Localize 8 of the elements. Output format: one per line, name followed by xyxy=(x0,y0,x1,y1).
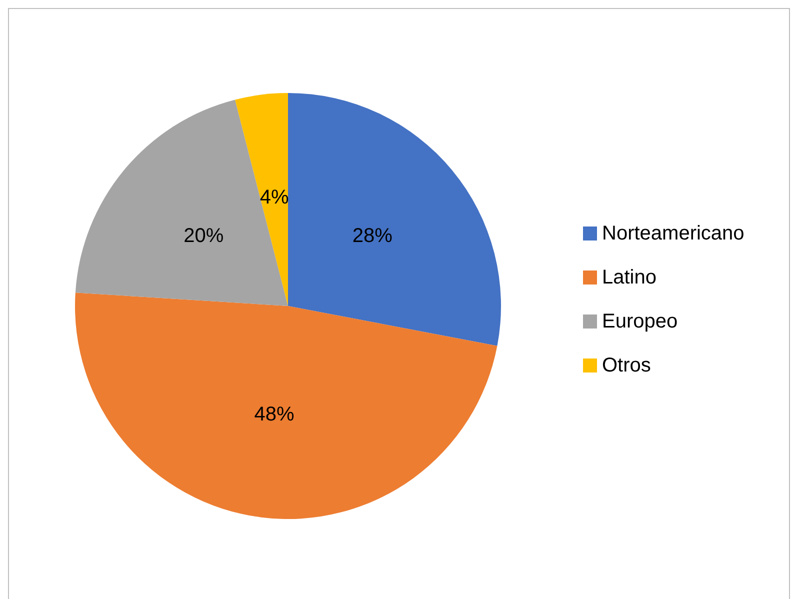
legend-label: Otros xyxy=(602,354,651,376)
data-label: 28% xyxy=(352,225,393,248)
legend-label: Europeo xyxy=(602,310,678,332)
data-label: 4% xyxy=(260,186,289,208)
legend-label: Norteamericano xyxy=(602,222,744,244)
data-label: 48% xyxy=(254,404,295,426)
data-label: 20% xyxy=(184,225,224,248)
legend-label: Latino xyxy=(602,266,656,288)
